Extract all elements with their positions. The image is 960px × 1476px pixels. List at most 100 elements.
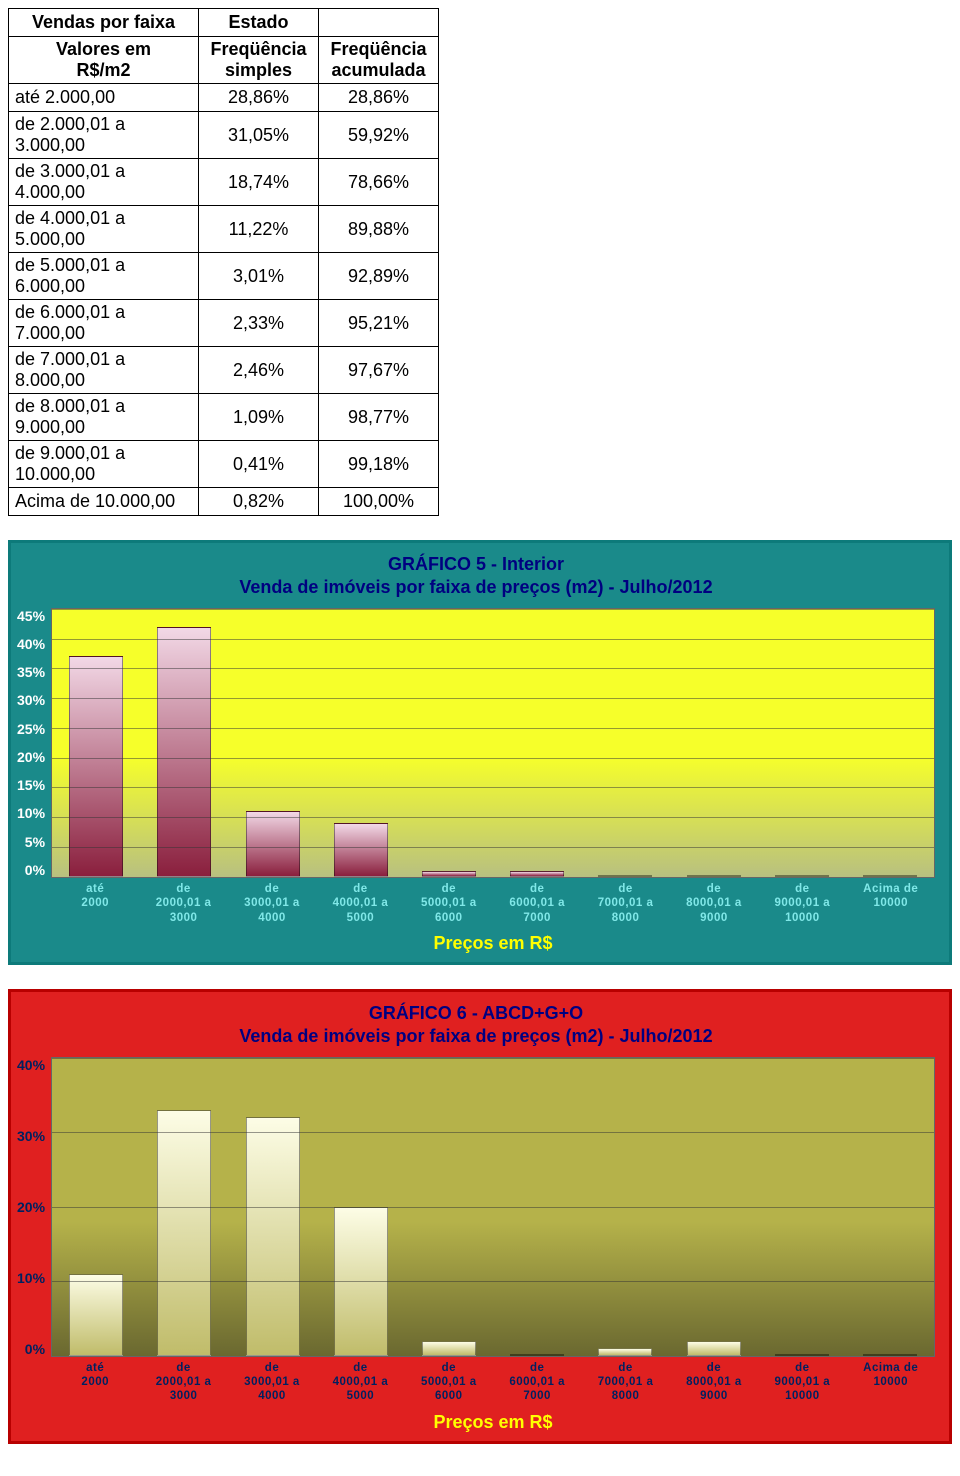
- chart6-plot-area: [51, 1057, 935, 1357]
- row-cum: 100,00%: [319, 488, 439, 516]
- y-tick-label: 30%: [17, 692, 45, 708]
- bar-slot: [581, 609, 669, 877]
- bar: [334, 823, 388, 877]
- y-tick-label: 10%: [17, 1270, 45, 1286]
- row-cum: 59,92%: [319, 112, 439, 159]
- y-tick-label: 0%: [25, 1341, 45, 1357]
- x-tick-label: até2000: [51, 882, 139, 925]
- row-simple: 11,22%: [199, 206, 319, 253]
- row-label: de 6.000,01 a 7.000,00: [9, 300, 199, 347]
- frequency-table: Vendas por faixa Estado Valores em R$/m2…: [8, 8, 439, 516]
- table-row: de 9.000,01 a 10.000,000,41%99,18%: [9, 441, 439, 488]
- row-label: de 7.000,01 a 8.000,00: [9, 347, 199, 394]
- row-simple: 1,09%: [199, 394, 319, 441]
- bar: [246, 1117, 300, 1355]
- row-cum: 92,89%: [319, 253, 439, 300]
- gridline: [52, 1132, 934, 1133]
- table-row: de 2.000,01 a 3.000,0031,05%59,92%: [9, 112, 439, 159]
- row-label: de 5.000,01 a 6.000,00: [9, 253, 199, 300]
- gridline: [52, 1207, 934, 1208]
- hdr-col2-sub: Freqüência acumulada: [319, 37, 439, 84]
- row-simple: 0,82%: [199, 488, 319, 516]
- table-row: de 7.000,01 a 8.000,002,46%97,67%: [9, 347, 439, 394]
- y-tick-label: 30%: [17, 1128, 45, 1144]
- row-label: de 8.000,01 a 9.000,00: [9, 394, 199, 441]
- x-tick-label: de4000,01 a5000: [316, 1361, 404, 1404]
- y-tick-label: 15%: [17, 777, 45, 793]
- x-tick-label: de2000,01 a3000: [139, 1361, 227, 1404]
- gridline: [52, 817, 934, 818]
- row-cum: 89,88%: [319, 206, 439, 253]
- row-label: Acima de 10.000,00: [9, 488, 199, 516]
- gridline: [52, 1058, 934, 1059]
- table-row: de 5.000,01 a 6.000,003,01%92,89%: [9, 253, 439, 300]
- bar-slot: [405, 609, 493, 877]
- x-tick-label: de2000,01 a3000: [139, 882, 227, 925]
- y-tick-label: 5%: [25, 834, 45, 850]
- y-tick-label: 20%: [17, 1199, 45, 1215]
- hdr-col0-sub: Valores em R$/m2: [9, 37, 199, 84]
- row-label: de 9.000,01 a 10.000,00: [9, 441, 199, 488]
- y-tick-label: 0%: [25, 862, 45, 878]
- x-tick-label: de5000,01 a6000: [405, 1361, 493, 1404]
- row-label: de 2.000,01 a 3.000,00: [9, 112, 199, 159]
- y-tick-label: 10%: [17, 805, 45, 821]
- table-row: de 8.000,01 a 9.000,001,09%98,77%: [9, 394, 439, 441]
- x-tick-label: de5000,01 a6000: [405, 882, 493, 925]
- row-cum: 78,66%: [319, 159, 439, 206]
- bar-slot: [669, 609, 757, 877]
- chart-6-abcd: GRÁFICO 6 - ABCD+G+O Venda de imóveis po…: [8, 989, 952, 1444]
- chart6-x-title: Preços em R$: [51, 1412, 935, 1433]
- row-cum: 95,21%: [319, 300, 439, 347]
- gridline: [52, 1281, 934, 1282]
- gridline: [52, 668, 934, 669]
- row-cum: 98,77%: [319, 394, 439, 441]
- bar: [69, 1274, 123, 1356]
- hdr-col2-blank: [319, 9, 439, 37]
- x-tick-label: de4000,01 a5000: [316, 882, 404, 925]
- table-row: Acima de 10.000,000,82%100,00%: [9, 488, 439, 516]
- y-tick-label: 20%: [17, 749, 45, 765]
- gridline: [52, 877, 934, 878]
- bar-slot: [140, 609, 228, 877]
- chart-5-interior: GRÁFICO 5 - Interior Venda de imóveis po…: [8, 540, 952, 965]
- x-tick-label: de3000,01 a4000: [228, 1361, 316, 1404]
- bar: [157, 627, 211, 877]
- row-simple: 31,05%: [199, 112, 319, 159]
- bar: [69, 656, 123, 876]
- bar: [598, 1348, 652, 1355]
- row-simple: 0,41%: [199, 441, 319, 488]
- gridline: [52, 698, 934, 699]
- bar: [246, 811, 300, 877]
- chart5-x-axis: até2000de2000,01 a3000de3000,01 a4000de4…: [51, 882, 935, 925]
- x-tick-label: de6000,01 a7000: [493, 1361, 581, 1404]
- y-tick-label: 25%: [17, 721, 45, 737]
- hdr-col1-l1: Estado: [199, 9, 319, 37]
- row-simple: 18,74%: [199, 159, 319, 206]
- bar-slot: [52, 609, 140, 877]
- row-simple: 28,86%: [199, 84, 319, 112]
- x-tick-label: de8000,01 a9000: [670, 882, 758, 925]
- x-tick-label: de8000,01 a9000: [670, 1361, 758, 1404]
- table-row: até 2.000,0028,86%28,86%: [9, 84, 439, 112]
- bar-slot: [493, 609, 581, 877]
- hdr-col1-sub: Freqüência simples: [199, 37, 319, 84]
- row-simple: 3,01%: [199, 253, 319, 300]
- x-tick-label: Acima de10000: [847, 1361, 935, 1404]
- row-simple: 2,46%: [199, 347, 319, 394]
- gridline: [52, 609, 934, 610]
- bar-slot: [758, 609, 846, 877]
- x-tick-label: de9000,01 a10000: [758, 882, 846, 925]
- chart5-title: GRÁFICO 5 - Interior Venda de imóveis po…: [17, 553, 935, 600]
- chart5-x-title: Preços em R$: [51, 933, 935, 954]
- row-label: de 4.000,01 a 5.000,00: [9, 206, 199, 253]
- gridline: [52, 847, 934, 848]
- x-tick-label: de3000,01 a4000: [228, 882, 316, 925]
- bar-slot: [317, 609, 405, 877]
- x-tick-label: de9000,01 a10000: [758, 1361, 846, 1404]
- x-tick-label: de7000,01 a8000: [581, 1361, 669, 1404]
- chart6-x-axis: até2000de2000,01 a3000de3000,01 a4000de4…: [51, 1361, 935, 1404]
- bar-slot: [846, 609, 934, 877]
- row-label: até 2.000,00: [9, 84, 199, 112]
- row-cum: 28,86%: [319, 84, 439, 112]
